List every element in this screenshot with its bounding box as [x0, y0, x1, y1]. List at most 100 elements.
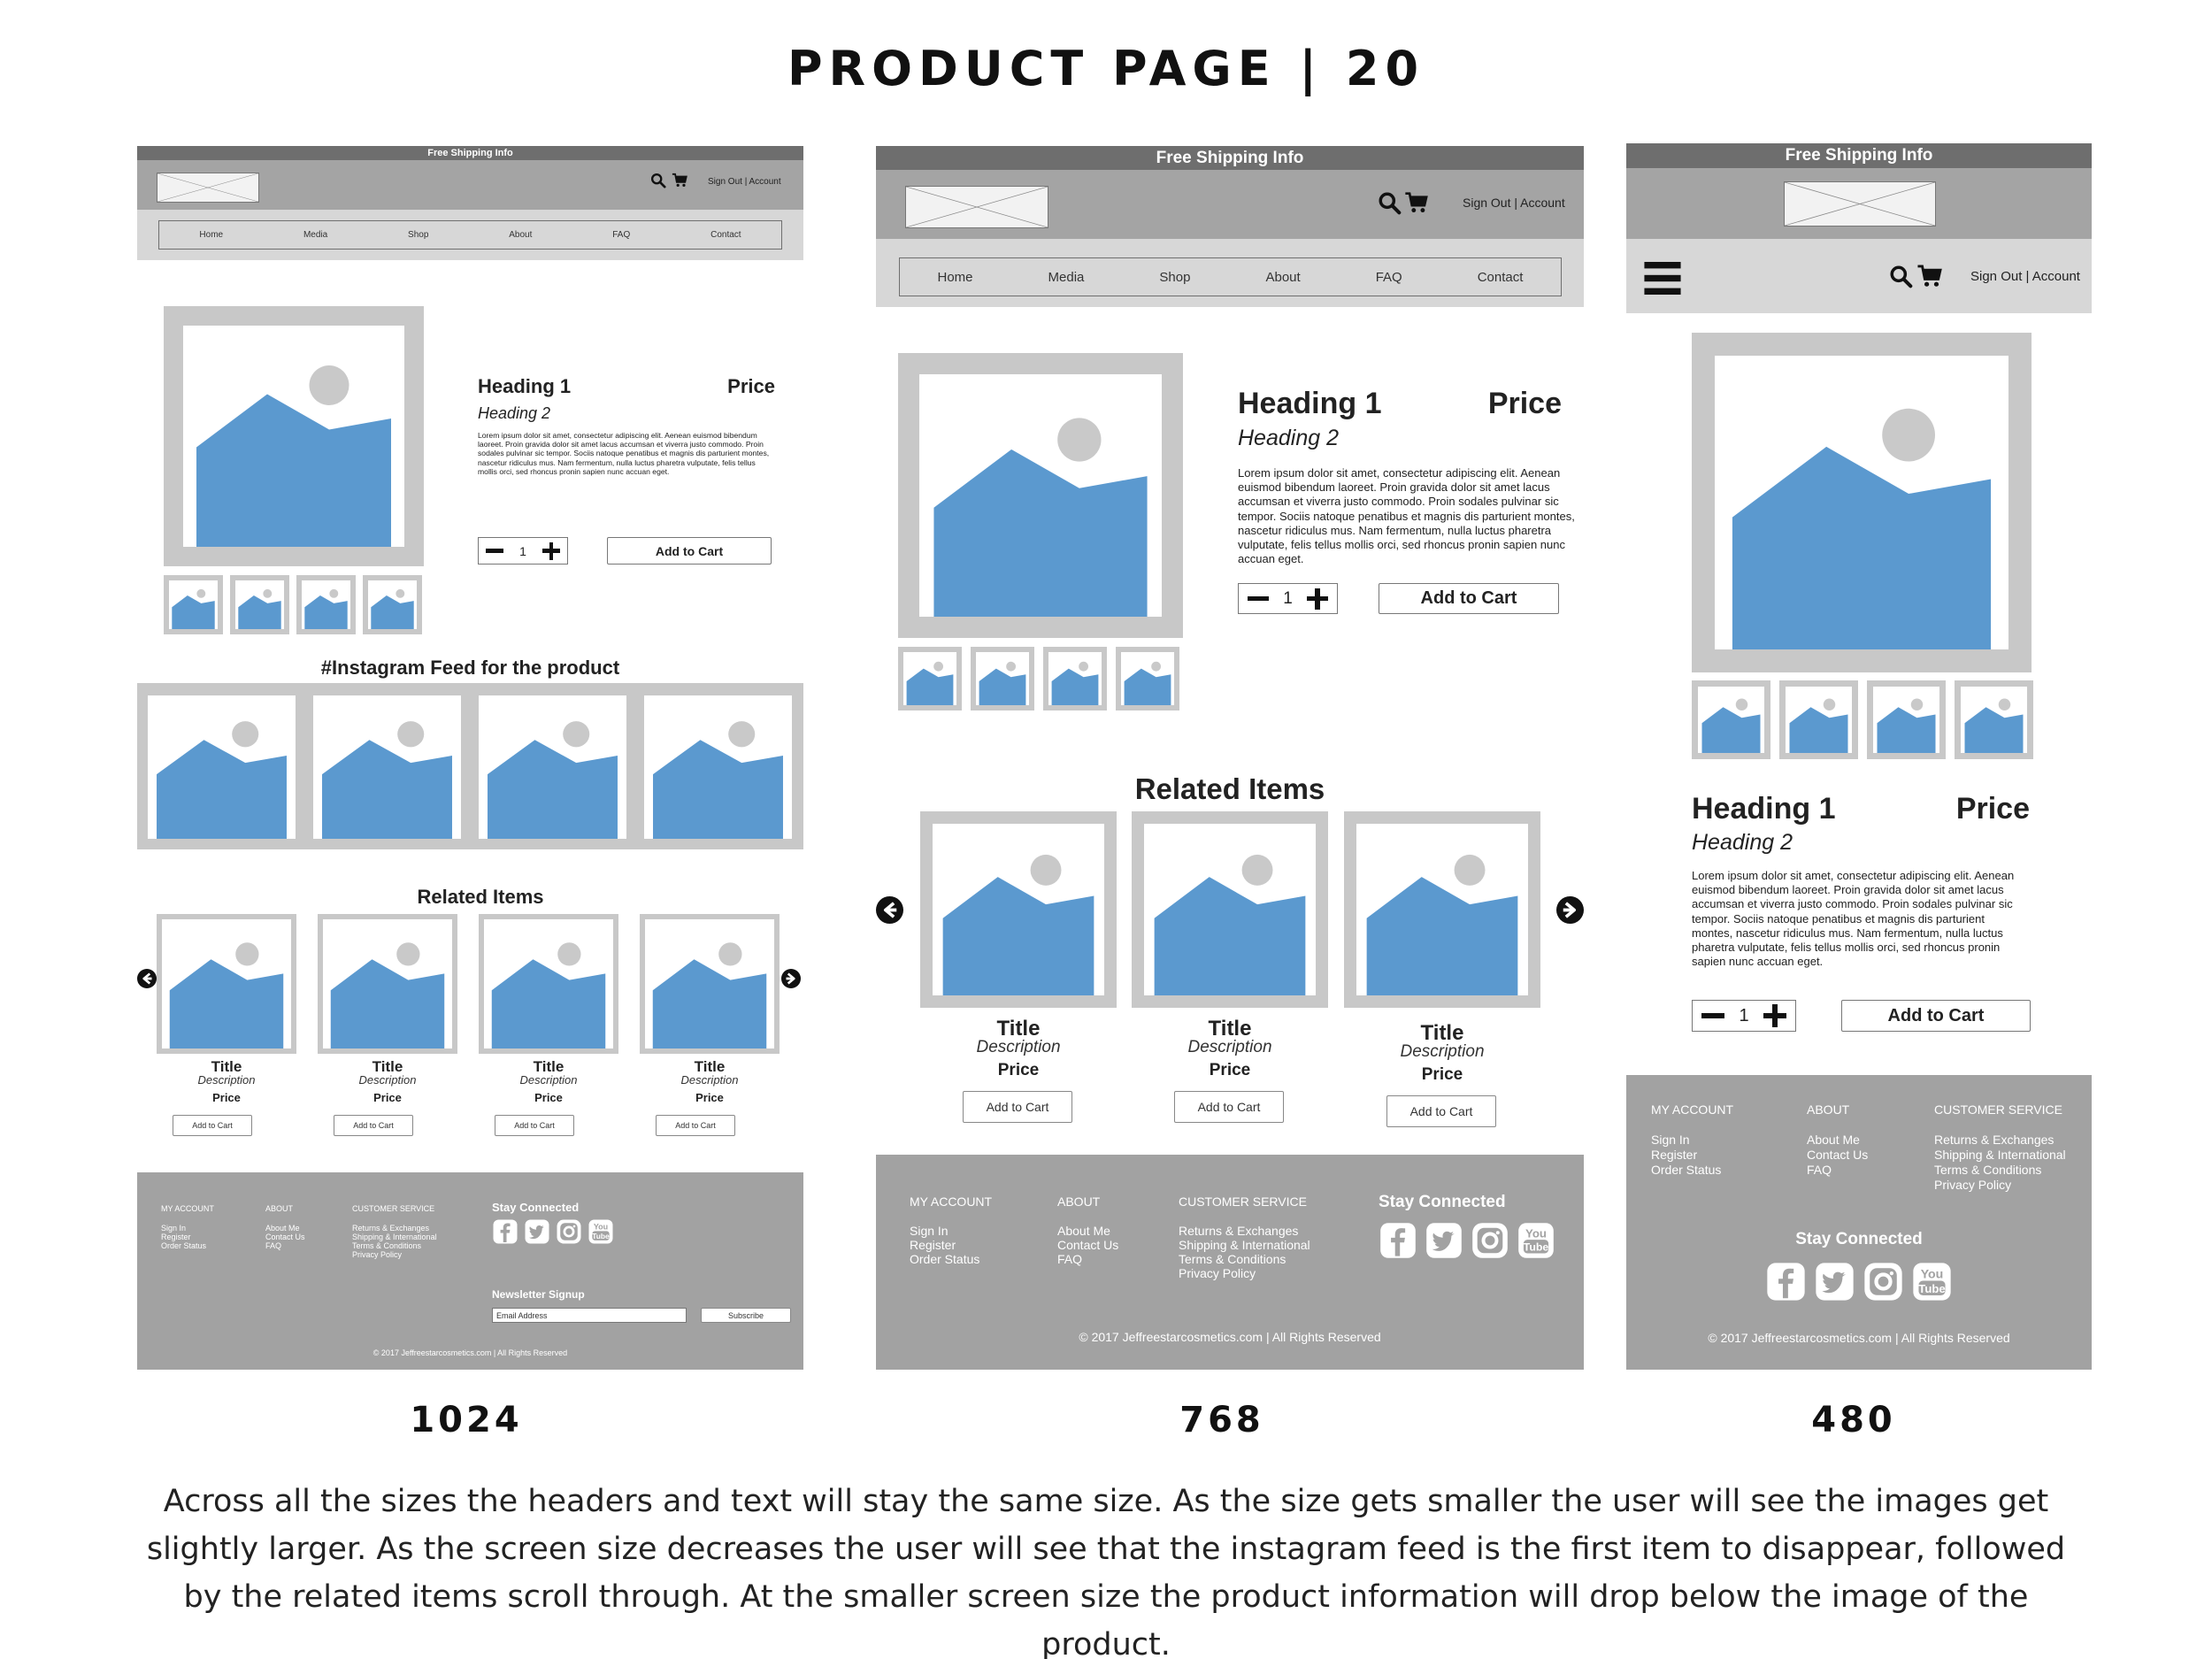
footer-link-about-2[interactable]: FAQ: [265, 1241, 282, 1250]
sign-out-account-link[interactable]: Sign Out | Account: [1970, 269, 2080, 284]
cart-icon[interactable]: [672, 173, 687, 188]
nav-item-shop[interactable]: Shop: [1159, 269, 1191, 285]
footer-link-customer_service-2[interactable]: Terms & Conditions: [1179, 1252, 1286, 1266]
twitter-icon[interactable]: [524, 1218, 550, 1245]
plus-icon[interactable]: [1763, 1004, 1786, 1027]
related-item-title-2[interactable]: Title: [1420, 1021, 1464, 1045]
footer-link-customer_service-3[interactable]: Privacy Policy: [1934, 1178, 2012, 1192]
shipping-banner[interactable]: Free Shipping Info: [876, 146, 1584, 170]
footer-link-my_account-0[interactable]: Sign In: [161, 1224, 187, 1233]
footer-link-customer_service-1[interactable]: Shipping & International: [352, 1233, 437, 1241]
nav-item-contact[interactable]: Contact: [1477, 269, 1524, 285]
nav-item-about[interactable]: About: [1265, 269, 1301, 285]
footer-link-customer_service-1[interactable]: Shipping & International: [1934, 1148, 2066, 1162]
footer-link-my_account-2[interactable]: Order Status: [161, 1241, 207, 1250]
youtube-icon[interactable]: You Tube: [588, 1218, 614, 1245]
footer-link-about-1[interactable]: Contact Us: [1807, 1148, 1869, 1162]
related-item-add-to-cart-0[interactable]: Add to Cart: [173, 1115, 252, 1136]
cart-icon[interactable]: [1404, 191, 1428, 215]
youtube-icon[interactable]: You Tube: [1517, 1221, 1555, 1260]
nav-item-media[interactable]: Media: [303, 230, 328, 240]
nav-item-faq[interactable]: FAQ: [1375, 269, 1402, 285]
cart-icon[interactable]: [1916, 264, 1942, 289]
search-icon[interactable]: [1889, 265, 1913, 288]
footer-link-customer_service-0[interactable]: Returns & Exchanges: [1179, 1224, 1299, 1238]
footer-link-my_account-0[interactable]: Sign In: [1651, 1133, 1690, 1147]
related-item-title-0[interactable]: Title: [996, 1017, 1041, 1041]
add-to-cart-button[interactable]: Add to Cart: [1379, 583, 1559, 614]
add-to-cart-button[interactable]: Add to Cart: [1841, 1000, 2031, 1032]
footer-link-about-2[interactable]: FAQ: [1057, 1252, 1083, 1266]
search-icon[interactable]: [1378, 191, 1402, 215]
footer-link-customer_service-0[interactable]: Returns & Exchanges: [1934, 1133, 2055, 1147]
logo-placeholder[interactable]: [1784, 181, 1936, 227]
footer-link-my_account-1[interactable]: Register: [161, 1233, 191, 1241]
add-to-cart-button[interactable]: Add to Cart: [607, 537, 772, 565]
related-item-title-3[interactable]: Title: [694, 1058, 726, 1075]
subscribe-button[interactable]: Subscribe: [701, 1308, 791, 1323]
related-item-title-2[interactable]: Title: [533, 1058, 565, 1075]
footer-link-customer_service-3[interactable]: Privacy Policy: [352, 1250, 403, 1259]
quantity-stepper[interactable]: 1: [1692, 1000, 1796, 1032]
shipping-banner[interactable]: Free Shipping Info: [137, 146, 803, 160]
nav-item-home[interactable]: Home: [937, 269, 973, 285]
related-item-title-1[interactable]: Title: [372, 1058, 403, 1075]
minus-icon[interactable]: [1701, 1013, 1724, 1018]
plus-icon[interactable]: [541, 541, 560, 560]
footer-link-about-0[interactable]: About Me: [1057, 1224, 1110, 1238]
footer-link-about-1[interactable]: Contact Us: [265, 1233, 305, 1241]
search-icon[interactable]: [650, 173, 666, 188]
nav-item-home[interactable]: Home: [199, 230, 224, 240]
minus-icon[interactable]: [486, 549, 503, 553]
logo-placeholder[interactable]: [157, 173, 259, 203]
quantity-stepper[interactable]: 1: [1238, 583, 1338, 614]
nav-item-faq[interactable]: FAQ: [612, 230, 631, 240]
arrow-left-icon[interactable]: [876, 896, 903, 924]
instagram-icon[interactable]: [1863, 1261, 1904, 1302]
sign-out-account-link[interactable]: Sign Out | Account: [708, 177, 781, 187]
related-item-add-to-cart-2[interactable]: Add to Cart: [1386, 1095, 1496, 1127]
footer-link-about-0[interactable]: About Me: [265, 1224, 300, 1233]
footer-link-my_account-2[interactable]: Order Status: [1651, 1163, 1722, 1177]
footer-link-about-1[interactable]: Contact Us: [1057, 1238, 1119, 1252]
footer-link-about-2[interactable]: FAQ: [1807, 1163, 1832, 1177]
nav-item-about[interactable]: About: [509, 230, 533, 240]
nav-item-media[interactable]: Media: [1048, 269, 1085, 285]
facebook-icon[interactable]: [1379, 1221, 1417, 1260]
email-input[interactable]: Email Address: [492, 1308, 687, 1323]
twitter-icon[interactable]: [1814, 1261, 1855, 1302]
sign-out-account-link[interactable]: Sign Out | Account: [1463, 196, 1565, 210]
footer-link-my_account-2[interactable]: Order Status: [910, 1252, 980, 1266]
facebook-icon[interactable]: [492, 1218, 518, 1245]
instagram-icon[interactable]: [1471, 1221, 1509, 1260]
twitter-icon[interactable]: [1425, 1221, 1463, 1260]
related-item-add-to-cart-2[interactable]: Add to Cart: [495, 1115, 574, 1136]
related-item-title-0[interactable]: Title: [211, 1058, 242, 1075]
hamburger-menu-icon[interactable]: [1642, 262, 1683, 295]
footer-link-customer_service-2[interactable]: Terms & Conditions: [352, 1241, 422, 1250]
footer-link-about-0[interactable]: About Me: [1807, 1133, 1860, 1147]
related-item-add-to-cart-1[interactable]: Add to Cart: [334, 1115, 413, 1136]
arrow-right-icon[interactable]: [781, 969, 801, 988]
footer-link-customer_service-2[interactable]: Terms & Conditions: [1934, 1163, 2042, 1177]
arrow-left-icon[interactable]: [137, 969, 157, 988]
footer-link-my_account-1[interactable]: Register: [910, 1238, 956, 1252]
youtube-icon[interactable]: You Tube: [1911, 1261, 1953, 1302]
plus-icon[interactable]: [1306, 588, 1328, 610]
instagram-icon[interactable]: [556, 1218, 582, 1245]
footer-link-my_account-1[interactable]: Register: [1651, 1148, 1698, 1162]
quantity-stepper[interactable]: 1: [478, 537, 568, 565]
footer-link-customer_service-1[interactable]: Shipping & International: [1179, 1238, 1310, 1252]
related-item-add-to-cart-0[interactable]: Add to Cart: [963, 1091, 1072, 1123]
shipping-banner[interactable]: Free Shipping Info: [1626, 143, 2092, 168]
footer-link-customer_service-0[interactable]: Returns & Exchanges: [352, 1224, 430, 1233]
minus-icon[interactable]: [1248, 595, 1269, 602]
nav-item-shop[interactable]: Shop: [408, 230, 429, 240]
arrow-right-icon[interactable]: [1556, 896, 1584, 924]
nav-item-contact[interactable]: Contact: [710, 230, 741, 240]
footer-link-customer_service-3[interactable]: Privacy Policy: [1179, 1266, 1256, 1280]
related-item-add-to-cart-1[interactable]: Add to Cart: [1174, 1091, 1284, 1123]
facebook-icon[interactable]: [1765, 1261, 1807, 1302]
logo-placeholder[interactable]: [905, 186, 1048, 228]
footer-link-my_account-0[interactable]: Sign In: [910, 1224, 949, 1238]
